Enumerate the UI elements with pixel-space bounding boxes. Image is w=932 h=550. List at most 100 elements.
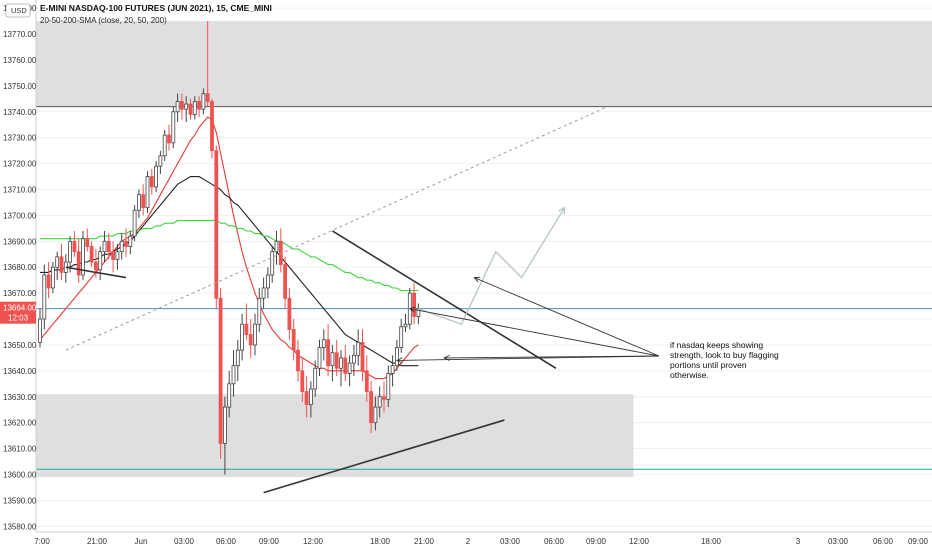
candle[interactable] xyxy=(188,98,193,120)
left-trendline[interactable] xyxy=(65,266,127,279)
candle[interactable] xyxy=(248,319,253,358)
candle[interactable] xyxy=(364,355,369,402)
candle[interactable] xyxy=(403,313,408,332)
candle[interactable] xyxy=(214,145,219,309)
candle[interactable] xyxy=(291,319,296,361)
candle[interactable] xyxy=(369,381,374,434)
candle[interactable] xyxy=(356,329,361,366)
candle[interactable] xyxy=(326,324,331,377)
candle[interactable] xyxy=(119,233,124,260)
candle[interactable] xyxy=(360,329,365,382)
candle[interactable] xyxy=(235,339,240,382)
candle[interactable] xyxy=(89,241,94,268)
candle[interactable] xyxy=(412,282,417,325)
candle[interactable] xyxy=(59,243,64,281)
candle[interactable] xyxy=(154,161,159,193)
candle[interactable] xyxy=(261,277,266,309)
candle[interactable] xyxy=(68,236,72,273)
candle[interactable] xyxy=(179,93,184,120)
candle[interactable] xyxy=(85,228,90,252)
currency-badge[interactable]: USD xyxy=(5,3,31,18)
candle[interactable] xyxy=(218,287,223,459)
candle[interactable] xyxy=(162,129,167,162)
candle[interactable] xyxy=(175,93,180,123)
candle[interactable] xyxy=(283,256,288,309)
candle[interactable] xyxy=(313,360,318,397)
candle[interactable] xyxy=(265,267,270,299)
candle[interactable] xyxy=(382,381,386,413)
candle[interactable] xyxy=(274,230,279,265)
candle[interactable] xyxy=(141,184,146,216)
candle[interactable] xyxy=(304,376,309,418)
candle[interactable] xyxy=(296,339,300,382)
candle[interactable] xyxy=(136,189,141,219)
candle[interactable] xyxy=(111,241,115,273)
candle[interactable] xyxy=(334,339,339,377)
candle[interactable] xyxy=(321,329,326,361)
candle[interactable] xyxy=(132,205,137,242)
candle[interactable] xyxy=(197,96,202,117)
candle[interactable] xyxy=(149,168,154,195)
candle[interactable] xyxy=(201,88,206,115)
candle[interactable] xyxy=(240,313,245,361)
candle[interactable] xyxy=(128,230,133,255)
candle[interactable] xyxy=(63,254,68,283)
candle[interactable] xyxy=(102,230,107,263)
candle[interactable] xyxy=(98,246,103,281)
candle[interactable] xyxy=(373,396,378,431)
candle[interactable] xyxy=(124,228,128,257)
candle[interactable] xyxy=(257,287,262,332)
candle[interactable] xyxy=(386,365,391,408)
candle-body xyxy=(343,357,348,374)
candle[interactable] xyxy=(278,228,283,273)
candle[interactable] xyxy=(317,339,322,377)
candle[interactable] xyxy=(270,246,275,283)
candle[interactable] xyxy=(51,262,55,294)
candle-body xyxy=(205,93,210,102)
candle[interactable] xyxy=(222,396,227,475)
candle[interactable] xyxy=(253,313,257,356)
candle[interactable] xyxy=(76,238,81,283)
candle[interactable] xyxy=(394,339,399,371)
candle[interactable] xyxy=(115,243,120,270)
candle[interactable] xyxy=(351,344,356,377)
candle[interactable] xyxy=(46,262,51,299)
candle[interactable] xyxy=(192,96,197,120)
candle[interactable] xyxy=(72,230,77,257)
candle[interactable] xyxy=(55,251,60,281)
candle[interactable] xyxy=(330,344,335,382)
candle[interactable] xyxy=(231,350,236,397)
candle-body xyxy=(106,240,111,253)
trendlines[interactable] xyxy=(65,106,608,494)
candle[interactable] xyxy=(106,233,111,260)
candle[interactable] xyxy=(42,264,47,330)
candle[interactable] xyxy=(158,150,163,174)
candles[interactable] xyxy=(38,21,421,475)
candle[interactable] xyxy=(210,98,214,159)
candle[interactable] xyxy=(244,303,249,340)
candle[interactable] xyxy=(377,386,382,418)
candle[interactable] xyxy=(38,308,42,348)
time-axis[interactable]: 7:00 21:00 Jun 03:00 06:00 09:00 12:00 18:00 21:… xyxy=(34,531,932,546)
candle[interactable] xyxy=(145,171,150,213)
candle[interactable] xyxy=(339,350,343,387)
candle[interactable] xyxy=(171,106,176,149)
candle[interactable] xyxy=(416,303,421,325)
candle[interactable] xyxy=(308,381,313,418)
candle[interactable] xyxy=(390,355,395,387)
candle[interactable] xyxy=(300,357,305,402)
falling-trendline[interactable] xyxy=(331,230,557,369)
candle[interactable] xyxy=(399,319,404,353)
candle[interactable] xyxy=(205,21,210,107)
price-axis[interactable]: 13580.00 13590.00 13600.00 13610.00 13620.00… xyxy=(0,0,37,532)
candle[interactable] xyxy=(287,287,292,340)
candle[interactable] xyxy=(184,96,189,123)
candle[interactable] xyxy=(227,370,232,418)
candle[interactable] xyxy=(347,355,352,387)
candle[interactable] xyxy=(343,344,348,382)
rising-trendline[interactable] xyxy=(263,419,505,494)
candle[interactable] xyxy=(167,124,171,151)
candle[interactable] xyxy=(81,230,85,281)
